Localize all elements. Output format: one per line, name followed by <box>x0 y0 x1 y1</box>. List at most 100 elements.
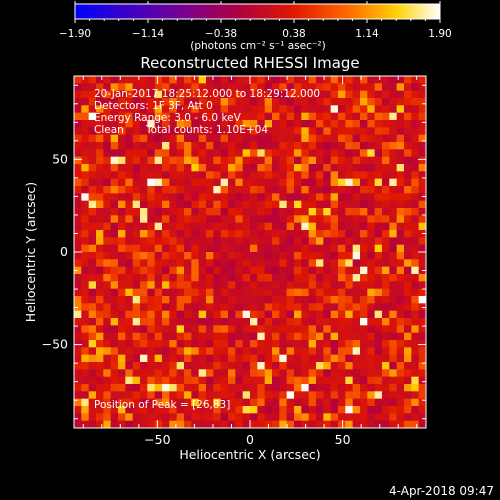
heatmap-pixel <box>235 222 243 231</box>
heatmap-pixel <box>228 303 236 311</box>
heatmap-pixel <box>323 362 331 370</box>
heatmap-pixel <box>264 362 273 370</box>
heatmap-pixel <box>198 281 207 289</box>
heatmap-pixel <box>103 340 111 348</box>
heatmap-pixel <box>140 215 148 223</box>
heatmap-pixel <box>411 171 419 179</box>
heatmap-pixel <box>382 90 390 99</box>
heatmap-pixel <box>374 413 383 421</box>
heatmap-pixel <box>308 215 317 223</box>
heatmap-pixel <box>338 376 346 385</box>
heatmap-pixel <box>411 354 419 363</box>
heatmap-pixel <box>118 178 126 187</box>
heatmap-pixel <box>118 340 126 348</box>
heatmap-pixel <box>316 288 324 297</box>
heatmap-pixel <box>213 142 221 150</box>
heatmap-pixel <box>345 406 353 414</box>
heatmap-pixel <box>147 259 155 267</box>
heatmap-pixel <box>396 259 405 267</box>
heatmap-pixel <box>286 83 295 91</box>
heatmap-pixel <box>338 208 346 216</box>
heatmap-pixel <box>396 332 405 341</box>
heatmap-pixel <box>272 259 280 267</box>
heatmap-pixel <box>396 391 405 399</box>
heatmap-pixel <box>308 76 317 84</box>
heatmap-pixel <box>88 362 97 370</box>
heatmap-pixel <box>184 325 192 333</box>
heatmap-pixel <box>96 222 104 231</box>
heatmap-pixel <box>382 178 390 187</box>
heatmap-pixel <box>257 325 265 333</box>
heatmap-pixel <box>338 193 346 201</box>
heatmap-pixel <box>162 340 170 348</box>
heatmap-pixel <box>250 171 258 179</box>
heatmap-pixel <box>235 347 243 355</box>
heatmap-pixel <box>162 281 170 289</box>
heatmap-pixel <box>176 142 185 150</box>
heatmap-pixel <box>198 127 207 135</box>
heatmap-pixel <box>220 376 229 385</box>
heatmap-pixel <box>184 398 192 407</box>
heatmap-pixel <box>125 296 133 304</box>
heatmap-pixel <box>374 149 383 157</box>
heatmap-pixel <box>206 244 214 253</box>
heatmap-pixel <box>360 398 368 407</box>
heatmap-pixel <box>103 347 111 355</box>
heatmap-pixel <box>352 398 361 407</box>
heatmap-pixel <box>132 391 141 399</box>
heatmap-pixel <box>272 318 280 326</box>
heatmap-pixel <box>206 318 214 326</box>
heatmap-pixel <box>301 178 309 187</box>
heatmap-pixel <box>206 281 214 289</box>
heatmap-pixel <box>345 76 353 84</box>
heatmap-pixel <box>213 274 221 282</box>
heatmap-pixel <box>382 230 390 238</box>
heatmap-pixel <box>330 318 339 326</box>
heatmap-pixel <box>316 112 324 121</box>
heatmap-pixel <box>301 281 309 289</box>
heatmap-pixel <box>301 244 309 253</box>
heatmap-pixel <box>118 244 126 253</box>
heatmap-pixel <box>169 376 177 385</box>
heatmap-pixel <box>264 259 273 267</box>
heatmap-pixel <box>110 332 119 341</box>
heatmap-pixel <box>396 215 405 223</box>
heatmap-pixel <box>176 384 185 392</box>
heatmap-pixel <box>396 369 405 377</box>
heatmap-pixel <box>250 310 258 319</box>
heatmap-pixel <box>198 134 207 143</box>
heatmap-pixel <box>250 259 258 267</box>
heatmap-pixel <box>360 127 368 135</box>
heatmap-pixel <box>272 398 280 407</box>
heatmap-pixel <box>88 193 97 201</box>
heatmap-pixel <box>374 332 383 341</box>
heatmap-pixel <box>184 193 192 201</box>
heatmap-pixel <box>118 156 126 165</box>
heatmap-pixel <box>169 310 177 319</box>
heatmap-pixel <box>250 112 258 121</box>
heatmap-pixel <box>404 149 412 157</box>
heatmap-pixel <box>132 281 141 289</box>
heatmap-pixel <box>140 134 148 143</box>
heatmap-pixel <box>213 149 221 157</box>
heatmap-pixel <box>220 332 229 341</box>
heatmap-pixel <box>228 120 236 128</box>
heatmap-pixel <box>257 186 265 194</box>
heatmap-pixel <box>301 413 309 421</box>
heatmap-pixel <box>308 384 317 392</box>
heatmap-pixel <box>154 222 163 231</box>
heatmap-pixel <box>154 244 163 253</box>
heatmap-pixel <box>169 105 177 113</box>
heatmap-pixel <box>404 171 412 179</box>
heatmap-pixel <box>301 156 309 165</box>
heatmap-pixel <box>74 149 82 157</box>
heatmap-pixel <box>382 266 390 275</box>
heatmap-pixel <box>213 420 221 428</box>
heatmap-pixel <box>338 98 346 106</box>
heatmap-pixel <box>338 149 346 157</box>
heatmap-pixel <box>352 252 361 260</box>
heatmap-pixel <box>404 354 412 363</box>
heatmap-pixel <box>110 288 119 297</box>
heatmap-pixel <box>308 362 317 370</box>
heatmap-pixel <box>411 222 419 231</box>
